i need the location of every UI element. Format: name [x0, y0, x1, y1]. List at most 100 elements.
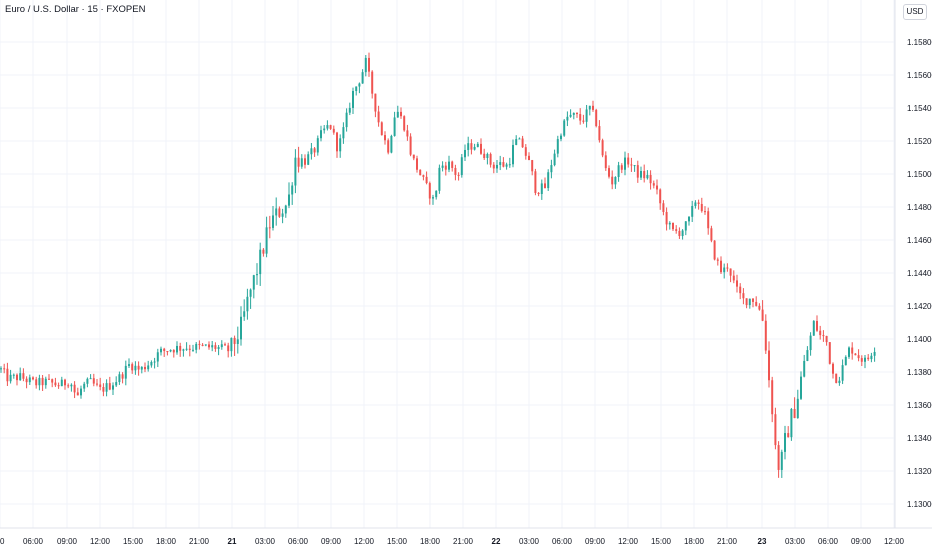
candle	[438, 164, 441, 194]
candle	[694, 200, 697, 209]
candle	[787, 426, 790, 438]
candle	[675, 225, 678, 234]
candle	[790, 407, 793, 441]
candle	[329, 124, 332, 130]
candle-body	[809, 335, 812, 351]
time-tick-label: 09:00	[57, 537, 78, 546]
candle-body	[518, 138, 521, 140]
candle-body	[755, 301, 758, 306]
candle-body	[294, 157, 297, 186]
candle-body	[208, 344, 210, 348]
time-tick-label: 03:00	[519, 537, 540, 546]
candle-body	[48, 378, 50, 380]
candle	[659, 188, 662, 210]
candle-body	[275, 208, 278, 216]
candle	[483, 148, 486, 160]
price-axis[interactable]: 1.15800 1.15600 1.15400 1.15200 1.15000 1.148…	[894, 0, 932, 528]
candle	[627, 153, 630, 168]
candle-body	[358, 83, 361, 87]
candle-body	[35, 379, 38, 386]
candle-body	[588, 105, 591, 110]
candle	[569, 109, 572, 118]
candle	[816, 315, 818, 332]
time-axis[interactable]: 00 06:00 09:00 12:00 15:00 18:00 21:00 21 03:00 0…	[0, 527, 932, 546]
candle-body	[102, 387, 105, 392]
candle-body	[281, 213, 284, 217]
candle-body	[22, 373, 25, 379]
candle	[780, 449, 783, 478]
candle-body	[227, 345, 230, 352]
candle-body	[726, 267, 729, 269]
candle-body	[796, 398, 799, 419]
currency-selector[interactable]: USD	[903, 4, 927, 20]
candle	[643, 164, 646, 183]
candle	[812, 320, 815, 336]
candle	[736, 274, 738, 293]
candle-body	[284, 205, 287, 214]
candle	[96, 379, 98, 387]
candle-body	[67, 385, 70, 387]
candle	[22, 368, 25, 382]
candle-body	[572, 113, 575, 115]
candle	[83, 381, 86, 392]
candle-body	[556, 139, 559, 154]
candle-body	[704, 211, 706, 213]
candle-body	[870, 355, 873, 360]
candle-body	[16, 374, 18, 381]
price-tick-label: 1.14800	[907, 203, 932, 212]
candle-body	[147, 365, 150, 370]
candle	[297, 146, 300, 173]
candle	[470, 139, 473, 155]
candle-body	[425, 176, 428, 184]
symbol-title[interactable]: Euro / U.S. Dollar · 15 · FXOPEN	[5, 4, 146, 15]
candle	[313, 146, 316, 157]
time-tick-label: 09:00	[321, 537, 342, 546]
candle-body	[496, 164, 498, 169]
candle-body	[764, 320, 767, 351]
candle-body	[19, 373, 22, 381]
candle	[768, 341, 770, 388]
candle-body	[819, 330, 822, 336]
candle	[400, 107, 402, 119]
candle	[25, 376, 28, 389]
candle	[67, 383, 70, 389]
candle	[796, 389, 799, 419]
candle-body	[400, 111, 402, 117]
candle-body	[793, 408, 796, 419]
candle-body	[435, 190, 438, 198]
candle	[182, 348, 185, 357]
candle	[272, 206, 274, 231]
candle-body	[601, 140, 604, 156]
candle	[748, 298, 751, 309]
candle-body	[201, 344, 204, 346]
candle-body	[230, 337, 233, 352]
grid-lines	[0, 0, 895, 528]
candle-body	[540, 183, 543, 195]
candle	[848, 346, 850, 359]
candle-body	[576, 113, 578, 115]
candle	[259, 242, 262, 286]
candle-body	[326, 125, 329, 129]
candle-body	[54, 382, 57, 386]
candle	[326, 120, 329, 131]
candle	[838, 376, 841, 386]
candle	[716, 257, 719, 266]
candle	[393, 111, 396, 137]
candle-body	[595, 109, 598, 127]
candle	[131, 362, 134, 374]
candle-body	[179, 345, 182, 351]
candle	[656, 179, 658, 195]
candle	[195, 342, 198, 354]
candle-body	[211, 345, 214, 348]
candle	[633, 165, 636, 172]
candle	[147, 360, 150, 372]
candle-body	[137, 365, 140, 370]
candle-body	[432, 197, 434, 199]
candle	[233, 335, 236, 356]
candle-body	[614, 177, 617, 185]
candle-body	[393, 117, 396, 136]
candle-body	[118, 374, 121, 383]
candle-body	[160, 348, 162, 353]
